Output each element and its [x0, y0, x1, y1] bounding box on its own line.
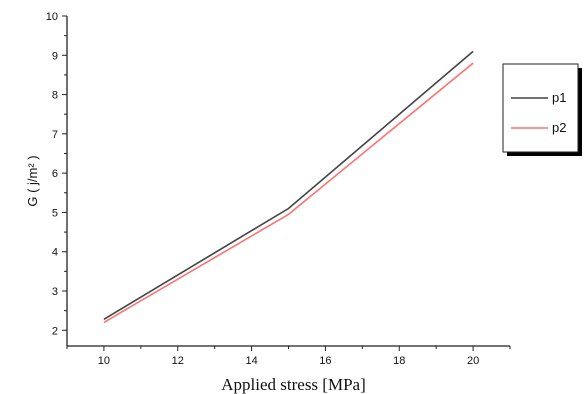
y-axis-label: G ( j/m² )	[25, 155, 40, 206]
y-tick-label: 5	[52, 207, 58, 219]
y-tick-label: 7	[52, 129, 58, 141]
x-tick-label: 20	[467, 355, 479, 367]
legend-label-p1: p1	[552, 90, 566, 105]
x-tick-label: 14	[245, 355, 257, 367]
ticks: 2 3 4 5 6 7 8 9 10 10 12 14 16 18 20	[46, 11, 511, 367]
y-tick-label: 10	[46, 11, 58, 23]
legend-box	[502, 63, 579, 153]
legend: p1 p2	[502, 63, 582, 156]
series-line-p2	[103, 62, 474, 324]
series-lines	[103, 50, 474, 324]
y-tick-label: 4	[52, 247, 58, 259]
y-tick-label: 2	[52, 325, 58, 337]
axes	[66, 16, 510, 347]
y-tick-label: 6	[52, 168, 58, 180]
series-line-p1	[103, 50, 474, 320]
x-axis-label: Applied stress [MPa]	[221, 375, 365, 394]
x-tick-label: 18	[393, 355, 405, 367]
y-tick-label: 9	[52, 50, 58, 62]
x-tick-label: 10	[98, 355, 110, 367]
x-tick-label: 12	[172, 355, 184, 367]
x-tick-label: 16	[319, 355, 331, 367]
y-tick-label: 3	[52, 286, 58, 298]
y-tick-label: 8	[52, 90, 58, 102]
legend-label-p2: p2	[552, 120, 566, 135]
